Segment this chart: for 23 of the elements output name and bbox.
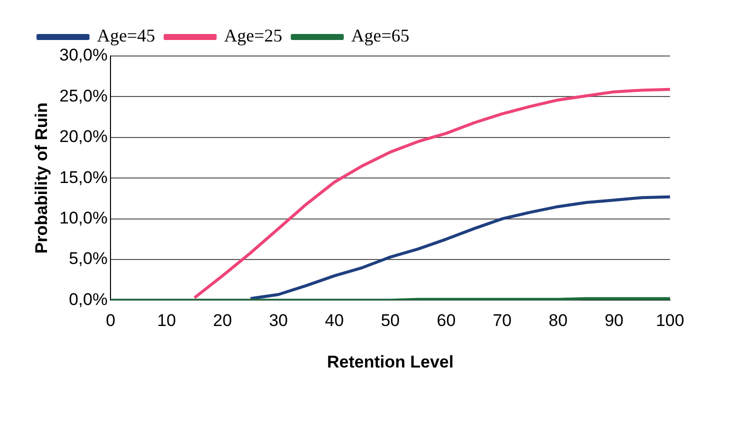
x-tick-label: 100	[656, 311, 684, 330]
y-tick-label: 5,0%	[68, 249, 108, 268]
x-tick-label: 70	[492, 311, 512, 330]
x-tick-label: 60	[436, 311, 456, 330]
legend-label: Age=45	[97, 26, 156, 46]
legend-label: Age=25	[224, 26, 282, 46]
x-tick-label: 40	[324, 311, 344, 330]
x-tick-label: 20	[213, 311, 232, 330]
x-tick-label: 80	[548, 311, 568, 330]
x-tick-label: 30	[268, 311, 288, 330]
y-axis-title: Probability of Ruin	[32, 102, 51, 254]
x-tick-label: 90	[604, 311, 624, 330]
y-tick-label: 15,0%	[59, 168, 108, 187]
x-tick-label: 10	[157, 311, 176, 330]
y-tick-label: 10,0%	[59, 208, 108, 228]
y-tick-label: 30,0%	[59, 46, 108, 65]
y-tick-label: 25,0%	[59, 86, 108, 106]
x-axis-title: Retention Level	[327, 352, 454, 372]
y-tick-label: 20,0%	[59, 127, 108, 146]
y-tick-label: 0,0%	[68, 290, 108, 309]
x-tick-label: 50	[380, 311, 400, 330]
legend-label: Age=65	[351, 26, 410, 46]
x-tick-label: 0	[106, 311, 116, 330]
